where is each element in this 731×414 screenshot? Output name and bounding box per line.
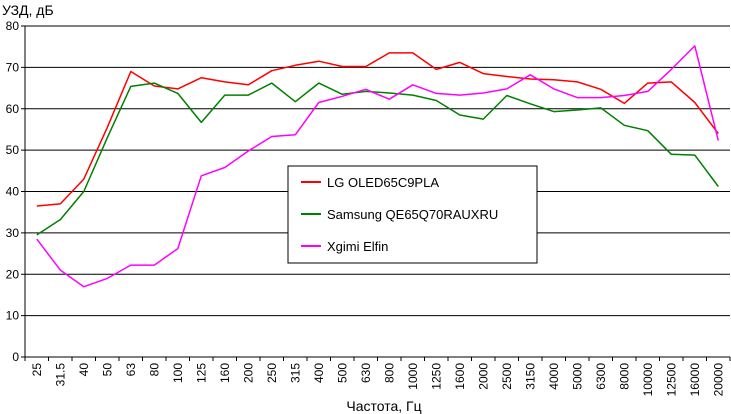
x-tick-label: 20000 [711, 363, 725, 397]
x-tick-label: 1000 [406, 363, 420, 390]
x-tick-label: 5000 [570, 363, 584, 390]
x-tick-label: 3150 [523, 363, 537, 390]
x-tick-label: 8000 [617, 363, 631, 390]
legend: LG OLED65C9PLA Samsung QE65Q70RAUXRU Xgimi… [287, 165, 538, 264]
x-tick-label: 630 [359, 363, 373, 383]
x-tick-label: 800 [382, 363, 396, 383]
y-axis-title: УЗД, дБ [2, 2, 54, 18]
x-tick-label: 315 [288, 363, 302, 383]
series-line-3 [36, 45, 720, 288]
legend-label-1: LG OLED65C9PLA [327, 175, 439, 190]
y-tick-label: 80 [6, 19, 20, 33]
y-tick-label: 30 [6, 226, 20, 240]
x-tick-label: 12500 [664, 363, 678, 397]
x-tick-label: 100 [171, 363, 185, 383]
x-tick-label: 1600 [453, 363, 467, 390]
y-tick-label: 50 [6, 143, 20, 157]
x-tick-label: 125 [194, 363, 208, 383]
y-tick-label: 0 [12, 350, 19, 364]
legend-label-2: Samsung QE65Q70RAUXRU [327, 207, 498, 222]
x-tick-label: 25 [30, 363, 44, 377]
x-tick-label: 200 [241, 363, 255, 383]
x-tick-label: 10000 [641, 363, 655, 397]
x-tick-label: 160 [218, 363, 232, 383]
legend-box [287, 165, 538, 264]
x-tick-label: 4000 [547, 363, 561, 390]
y-tick-label: 70 [6, 60, 20, 74]
y-tick-label: 40 [6, 185, 20, 199]
y-tick-label: 10 [6, 309, 20, 323]
axes: 0 10 20 30 40 50 60 70 80 25 31.5 40 50 63 80 100 125 160… [6, 19, 731, 397]
legend-label-3: Xgimi Elfin [327, 239, 388, 254]
x-tick-label: 250 [265, 363, 279, 383]
x-tick-label: 50 [100, 363, 114, 377]
x-tick-label: 400 [312, 363, 326, 383]
x-tick-label: 40 [77, 363, 91, 377]
x-tick-label: 16000 [688, 363, 702, 397]
x-tick-label: 31.5 [53, 363, 67, 387]
x-axis-title: Частота, Гц [346, 398, 421, 414]
y-tick-label: 60 [6, 102, 20, 116]
x-tick-label: 2000 [476, 363, 490, 390]
series-line-2 [36, 82, 719, 236]
x-tick-label: 500 [335, 363, 349, 383]
x-tick-label: 63 [124, 363, 138, 377]
y-tick-label: 20 [6, 267, 20, 281]
x-tick-label: 80 [147, 363, 161, 377]
x-tick-label: 2500 [500, 363, 514, 390]
series-lines [36, 45, 720, 288]
x-tick-label: 6300 [594, 363, 608, 390]
x-tick-label: 1250 [429, 363, 443, 390]
